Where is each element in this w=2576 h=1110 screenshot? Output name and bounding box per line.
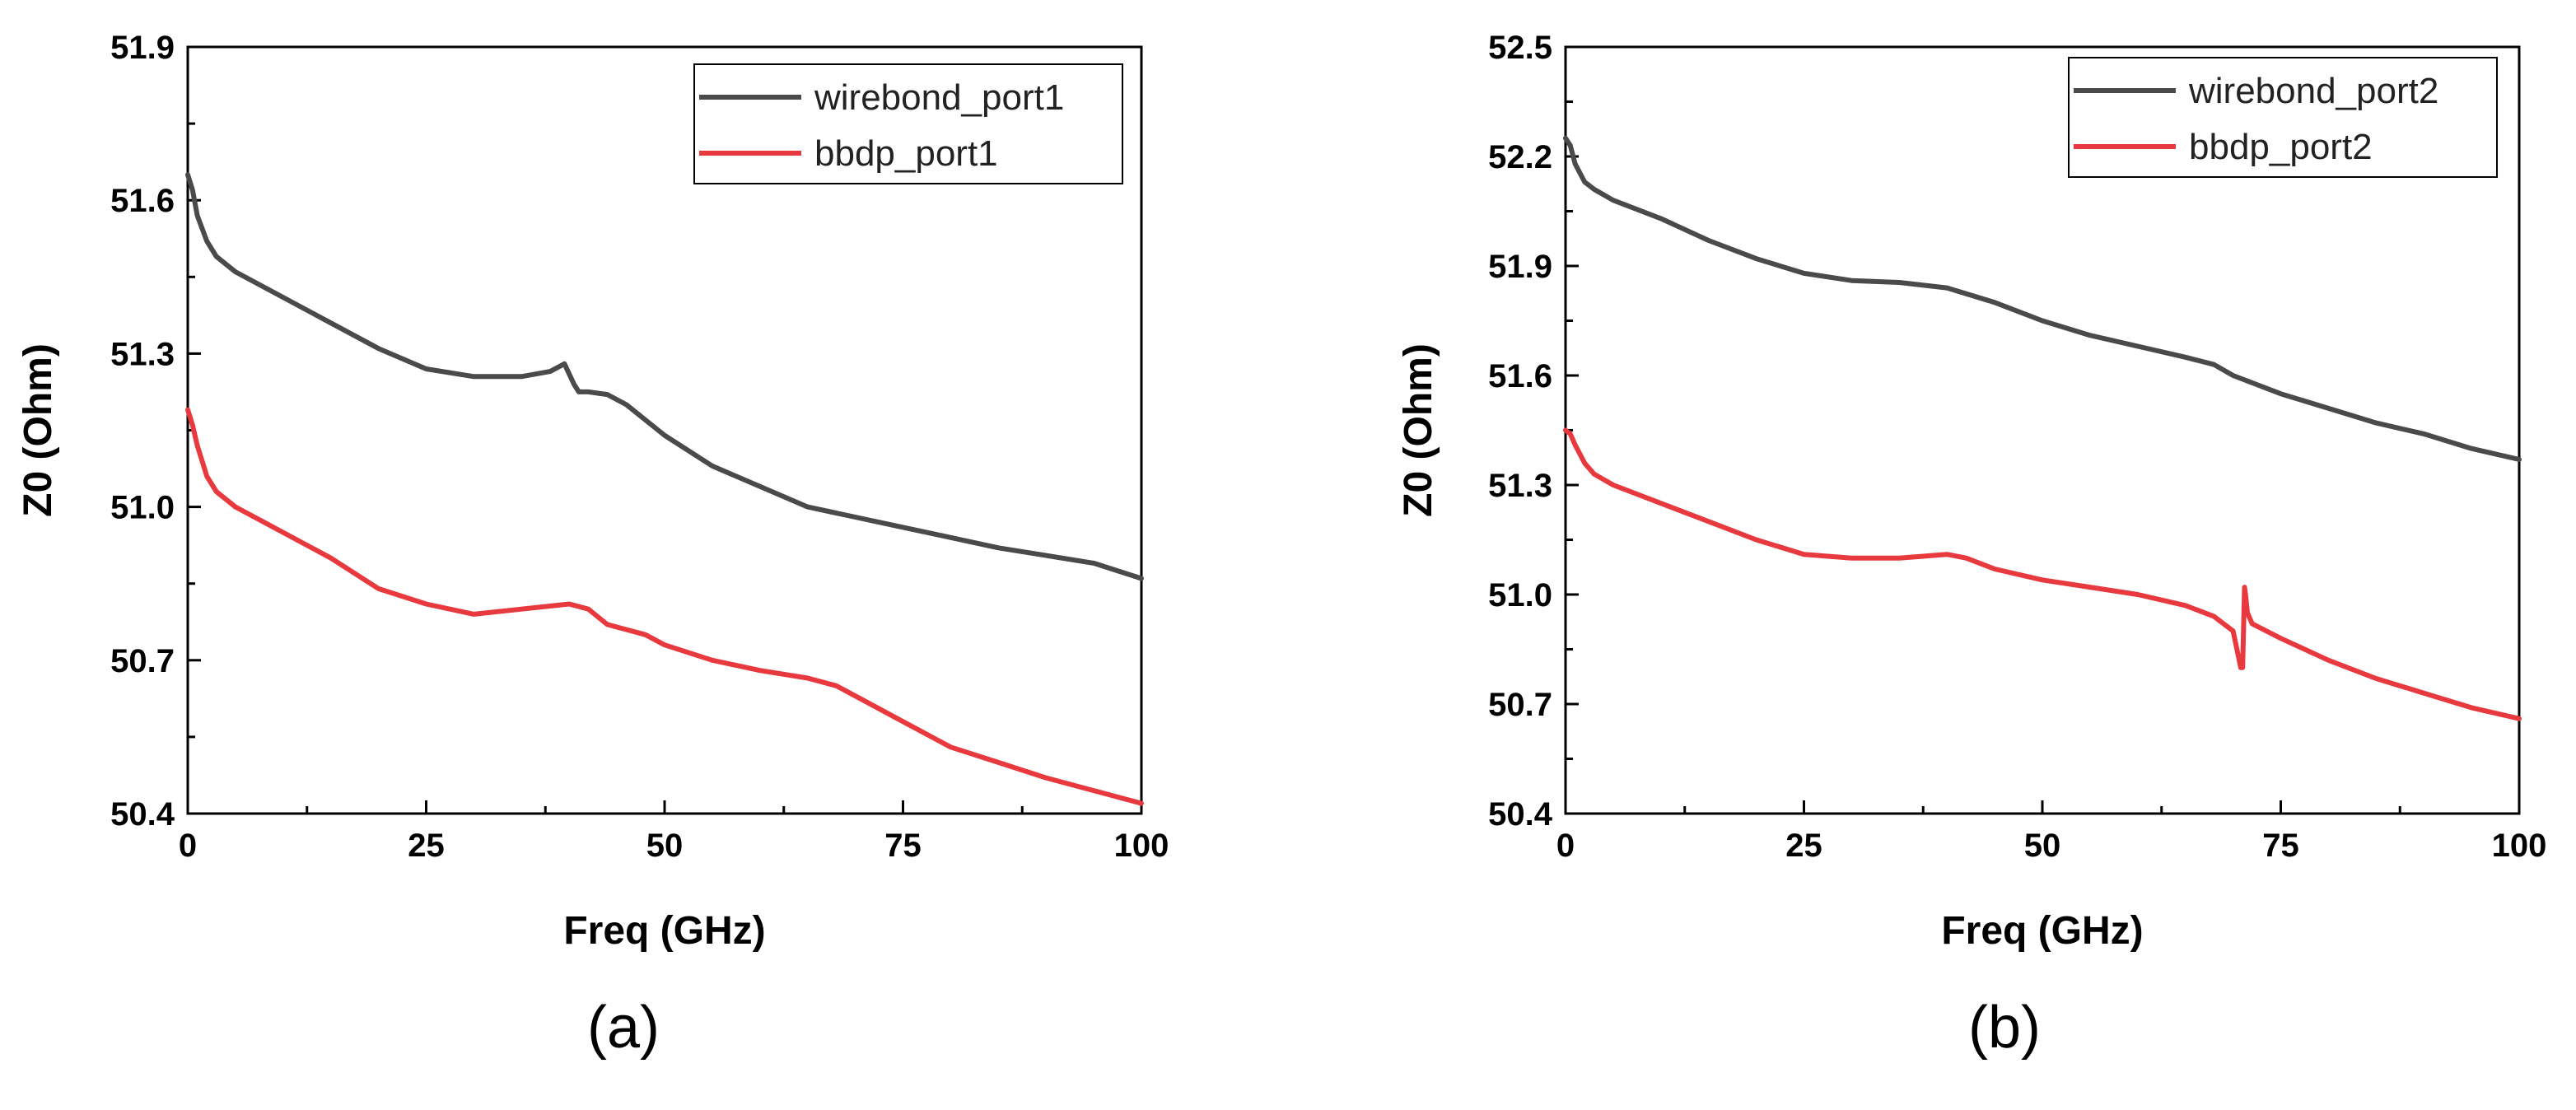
y-axis-title: Z0 (Ohm)	[1397, 343, 1440, 517]
x-tick-label: 0	[1556, 828, 1575, 864]
y-axis-title: Z0 (Ohm)	[16, 343, 60, 517]
legend-label: wirebond_port1	[814, 77, 1064, 118]
y-tick-label: 52.5	[1488, 30, 1552, 66]
series-line-wirebond_port2	[1563, 135, 2522, 462]
y-tick-label: 51.6	[1488, 358, 1552, 394]
x-tick-label: 50	[646, 828, 684, 864]
chart-panel-a: 0 25 50 75 100 50.4 50.7 51.0 51.3 51.6 51.9 Freq (…	[16, 30, 1169, 1061]
series-line-wirebond_port1	[185, 172, 1144, 581]
y-tick-label: 51.3	[1488, 468, 1552, 504]
x-tick-label: 100	[2492, 828, 2547, 864]
y-tick-label: 50.4	[1488, 796, 1553, 832]
y-tick-label: 51.9	[1488, 249, 1552, 285]
chart-panel-b: 0 25 50 75 100 50.4 50.7 51.0 51.3 51.6 51.9 52.2 52…	[1397, 30, 2546, 1061]
x-tick-label: 25	[1785, 828, 1822, 864]
y-tick-label: 52.2	[1488, 139, 1552, 175]
y-tick-label: 51.0	[110, 490, 175, 526]
y-tick-label: 51.3	[110, 336, 175, 372]
y-tick-label: 51.0	[1488, 577, 1552, 613]
y-tick-label: 50.4	[110, 796, 175, 832]
legend-label: bbdp_port1	[814, 133, 998, 174]
panel-label: (b)	[1968, 995, 2041, 1061]
legend-box	[693, 63, 1123, 184]
series-line-bbdp_port2	[1563, 427, 2522, 721]
y-tick-label: 50.7	[110, 643, 175, 679]
x-axis-title: Freq (GHz)	[563, 909, 765, 953]
x-tick-label: 25	[408, 828, 445, 864]
y-tick-label: 50.7	[1488, 687, 1552, 723]
x-axis-title: Freq (GHz)	[1941, 909, 2143, 953]
y-tick-label: 51.9	[110, 30, 175, 66]
panel-label: (a)	[587, 995, 660, 1061]
x-tick-label: 75	[884, 828, 922, 864]
legend-label: bbdp_port2	[2189, 127, 2373, 167]
x-tick-label: 75	[2262, 828, 2299, 864]
legend-label: wirebond_port2	[2188, 71, 2438, 111]
x-tick-label: 50	[2024, 828, 2061, 864]
y-tick-label: 51.6	[110, 183, 175, 219]
series-line-bbdp_port1	[185, 407, 1144, 806]
x-tick-label: 100	[1114, 828, 1169, 864]
x-tick-label: 0	[179, 828, 197, 864]
legend-box	[2068, 57, 2498, 178]
